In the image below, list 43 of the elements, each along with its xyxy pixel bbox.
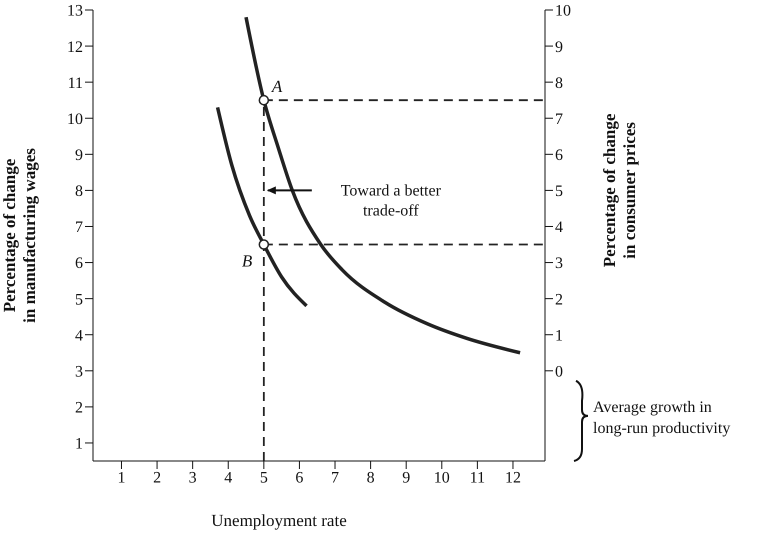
x-tick-label: 1 (117, 469, 126, 486)
y-tick-label: 4 (75, 327, 83, 344)
y-tick-label: 3 (75, 363, 83, 380)
y2-axis-title: Percentage of change in consumer prices (600, 113, 639, 268)
y-tick-label: 5 (75, 291, 83, 308)
annotation: Toward a better trade-off (340, 182, 442, 220)
y-tick-label: 13 (67, 2, 83, 20)
y2-tick-label: 8 (555, 74, 563, 92)
y2-tick-label: 2 (555, 291, 563, 308)
y-axis-title: Percentage of change in manufacturing wages (0, 148, 39, 323)
x-tick-label: 11 (470, 469, 486, 486)
y-tick-label: 11 (68, 74, 83, 92)
y2-tick-label: 3 (555, 255, 563, 272)
y-tick-label: 9 (75, 147, 83, 164)
y2-tick-label: 4 (555, 219, 563, 236)
x-tick-label: 10 (434, 469, 450, 486)
y2-tick-label: 5 (555, 183, 563, 200)
x-axis-title: Unemployment rate (211, 511, 347, 530)
text: Average growth in long-run productivity (593, 398, 730, 437)
y-tick-label: 6 (75, 255, 83, 272)
x-tick-label: 4 (224, 469, 232, 486)
x-tick-label: 2 (153, 469, 162, 486)
y2-tick-label: 6 (555, 147, 563, 164)
x-tick-label: 6 (295, 469, 304, 486)
x-tick-label: 12 (504, 469, 521, 486)
x-tick-label: 8 (366, 469, 375, 486)
x-tick-label: 3 (188, 469, 197, 486)
y-tick-label: 8 (75, 183, 83, 200)
y-tick-label: 2 (75, 400, 83, 417)
y2-tick-label: 10 (555, 2, 571, 20)
x-tick-label: 7 (331, 469, 340, 486)
y-tick-label: 1 (75, 436, 83, 453)
y-tick-label: 7 (75, 219, 83, 236)
annotation: A (270, 77, 283, 96)
y2-tick-label: 0 (555, 363, 563, 380)
x-tick-label: 9 (402, 469, 410, 486)
y2-tick-label: 1 (555, 327, 563, 344)
annotation: B (242, 252, 253, 271)
x-tick-label: 5 (260, 469, 268, 486)
y-tick-label: 10 (67, 110, 83, 128)
y-tick-label: 12 (67, 38, 83, 56)
y2-tick-label: 7 (555, 110, 563, 128)
y2-tick-label: 9 (555, 38, 563, 56)
